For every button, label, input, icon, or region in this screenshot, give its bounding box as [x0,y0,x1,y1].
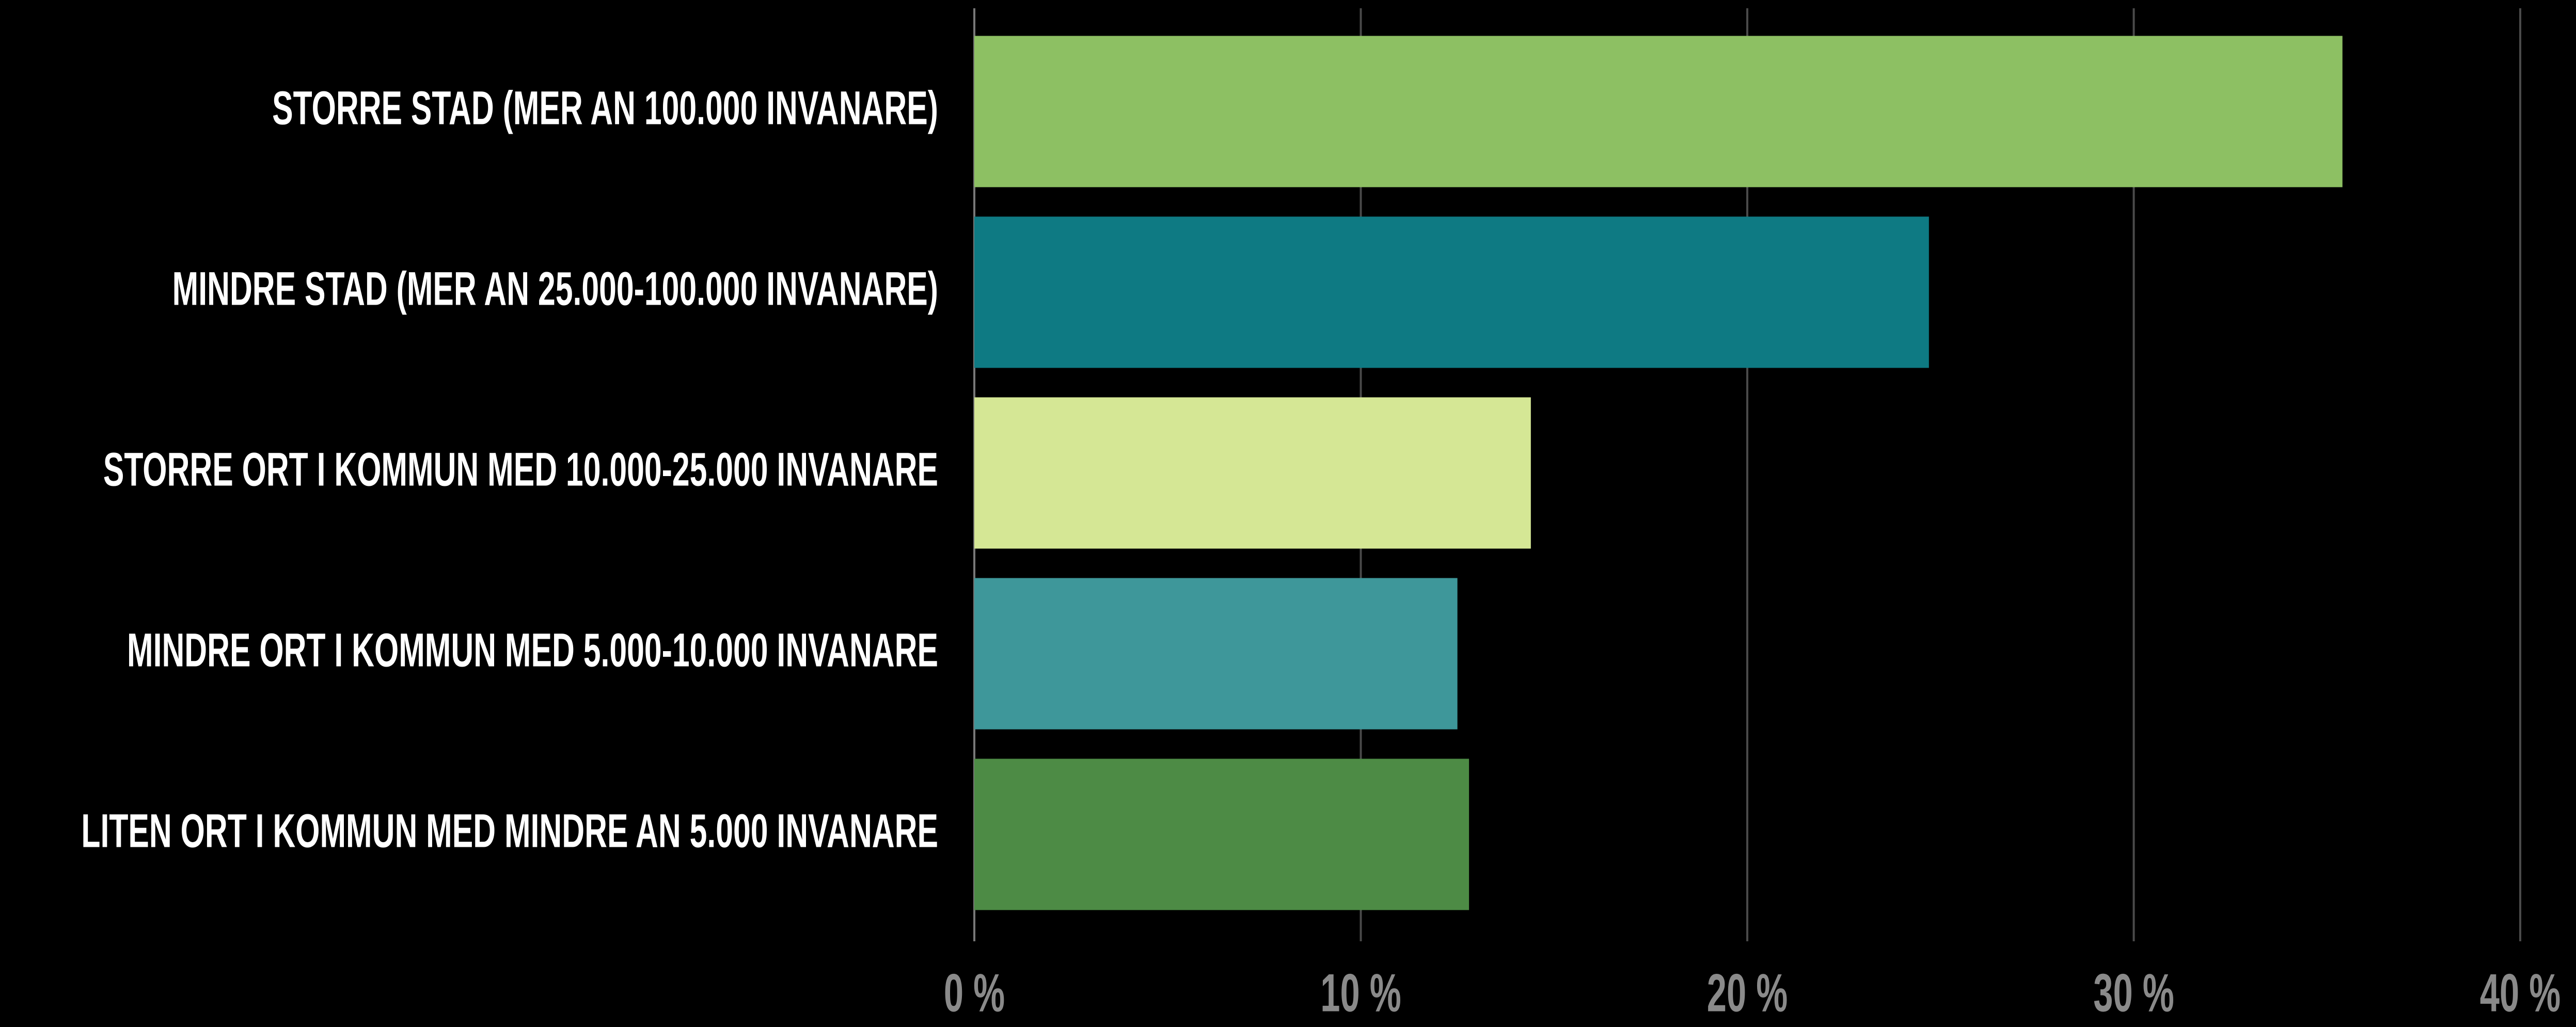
x-tick-label: 30 % [2093,962,2174,1023]
x-tick-label: 20 % [1707,962,1788,1023]
x-tick: 40 % [2480,962,2561,1023]
x-tick: 30 % [2093,962,2174,1023]
x-tick: 20 % [1707,962,1788,1023]
y-tick-label: STORRE ORT I KOMMUN MED 10.000-25.000 IN… [103,443,938,496]
bar [974,397,1531,549]
bar [974,759,1469,910]
y-tick-label: LITEN ORT I KOMMUN MED MINDRE AN 5.000 I… [81,804,938,858]
x-tick: 10 % [1320,962,1401,1023]
bar [974,578,1458,730]
bar [974,216,1929,368]
bar [974,36,2343,187]
category: STORRE ORT I KOMMUN MED 10.000-25.000 IN… [103,443,938,496]
category: MINDRE STAD (MER AN 25.000-100.000 INVAN… [172,262,938,315]
category: LITEN ORT I KOMMUN MED MINDRE AN 5.000 I… [81,804,938,858]
x-tick-label: 10 % [1320,962,1401,1023]
x-tick-label: 0 % [944,962,1005,1023]
y-tick-label: MINDRE ORT I KOMMUN MED 5.000-10.000 INV… [127,623,938,677]
category: STORRE STAD (MER AN 100.000 INVANARE) [272,81,938,135]
y-tick-label: MINDRE STAD (MER AN 25.000-100.000 INVAN… [172,262,938,315]
y-tick-label: STORRE STAD (MER AN 100.000 INVANARE) [272,81,938,135]
category: MINDRE ORT I KOMMUN MED 5.000-10.000 INV… [127,623,938,677]
x-tick: 0 % [944,962,1005,1023]
x-tick-label: 40 % [2480,962,2561,1023]
